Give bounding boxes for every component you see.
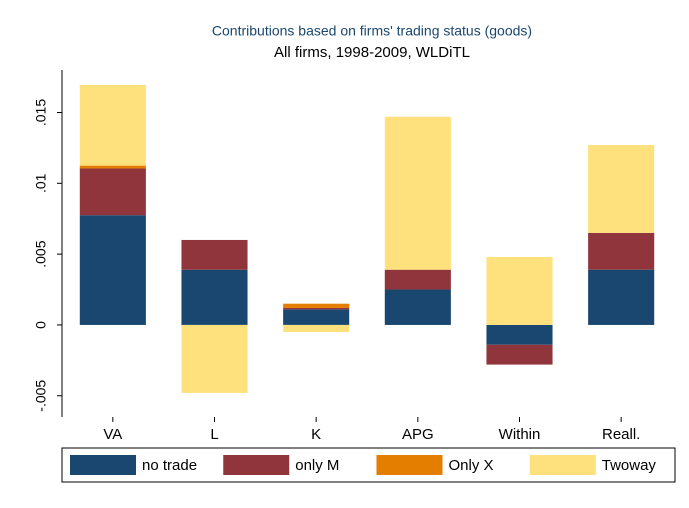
bar-segment (384, 116, 451, 270)
bar-segment (384, 289, 451, 325)
y-tick-label: .005 (33, 240, 49, 267)
y-tick-label: -.005 (33, 380, 49, 412)
legend-label: no trade (142, 457, 197, 474)
chart-title: Contributions based on firms' trading st… (212, 23, 532, 39)
bar-segment (486, 256, 553, 325)
y-tick-label: .01 (33, 173, 49, 193)
x-tick-label: Within (499, 426, 541, 443)
x-tick-label: VA (103, 426, 122, 443)
bar-segment (283, 307, 350, 310)
bar-segment (79, 165, 146, 169)
legend-label: Only X (449, 457, 494, 474)
bar-segment (283, 309, 350, 325)
legend-swatch (529, 455, 596, 475)
x-tick-label: K (311, 426, 321, 443)
x-tick-label: APG (402, 426, 434, 443)
bar-segment (283, 324, 350, 333)
bar-segment (181, 269, 248, 325)
bar-segment (486, 324, 553, 345)
bar-segment (79, 168, 146, 216)
bar-segment (588, 232, 655, 270)
bar-segment (384, 269, 451, 290)
bar-segment (283, 303, 350, 308)
bar-segment (79, 215, 146, 325)
bar-segment (181, 324, 248, 393)
legend-label: only M (295, 457, 339, 474)
legend-swatch (70, 455, 136, 475)
bar-segment (181, 239, 248, 270)
y-tick-label: .015 (33, 99, 49, 126)
legend-label: Twoway (602, 457, 657, 474)
x-tick-label: L (210, 426, 218, 443)
y-tick-label: 0 (33, 321, 49, 329)
bar-segment (486, 344, 553, 365)
bar-segment (588, 145, 655, 233)
x-tick-label: Reall. (602, 426, 640, 443)
bar-segment (79, 84, 146, 166)
legend-swatch (223, 455, 290, 475)
legend-swatch (376, 455, 443, 475)
bar-segment (588, 269, 655, 325)
chart-subtitle: All firms, 1998-2009, WLDiTL (274, 44, 470, 61)
